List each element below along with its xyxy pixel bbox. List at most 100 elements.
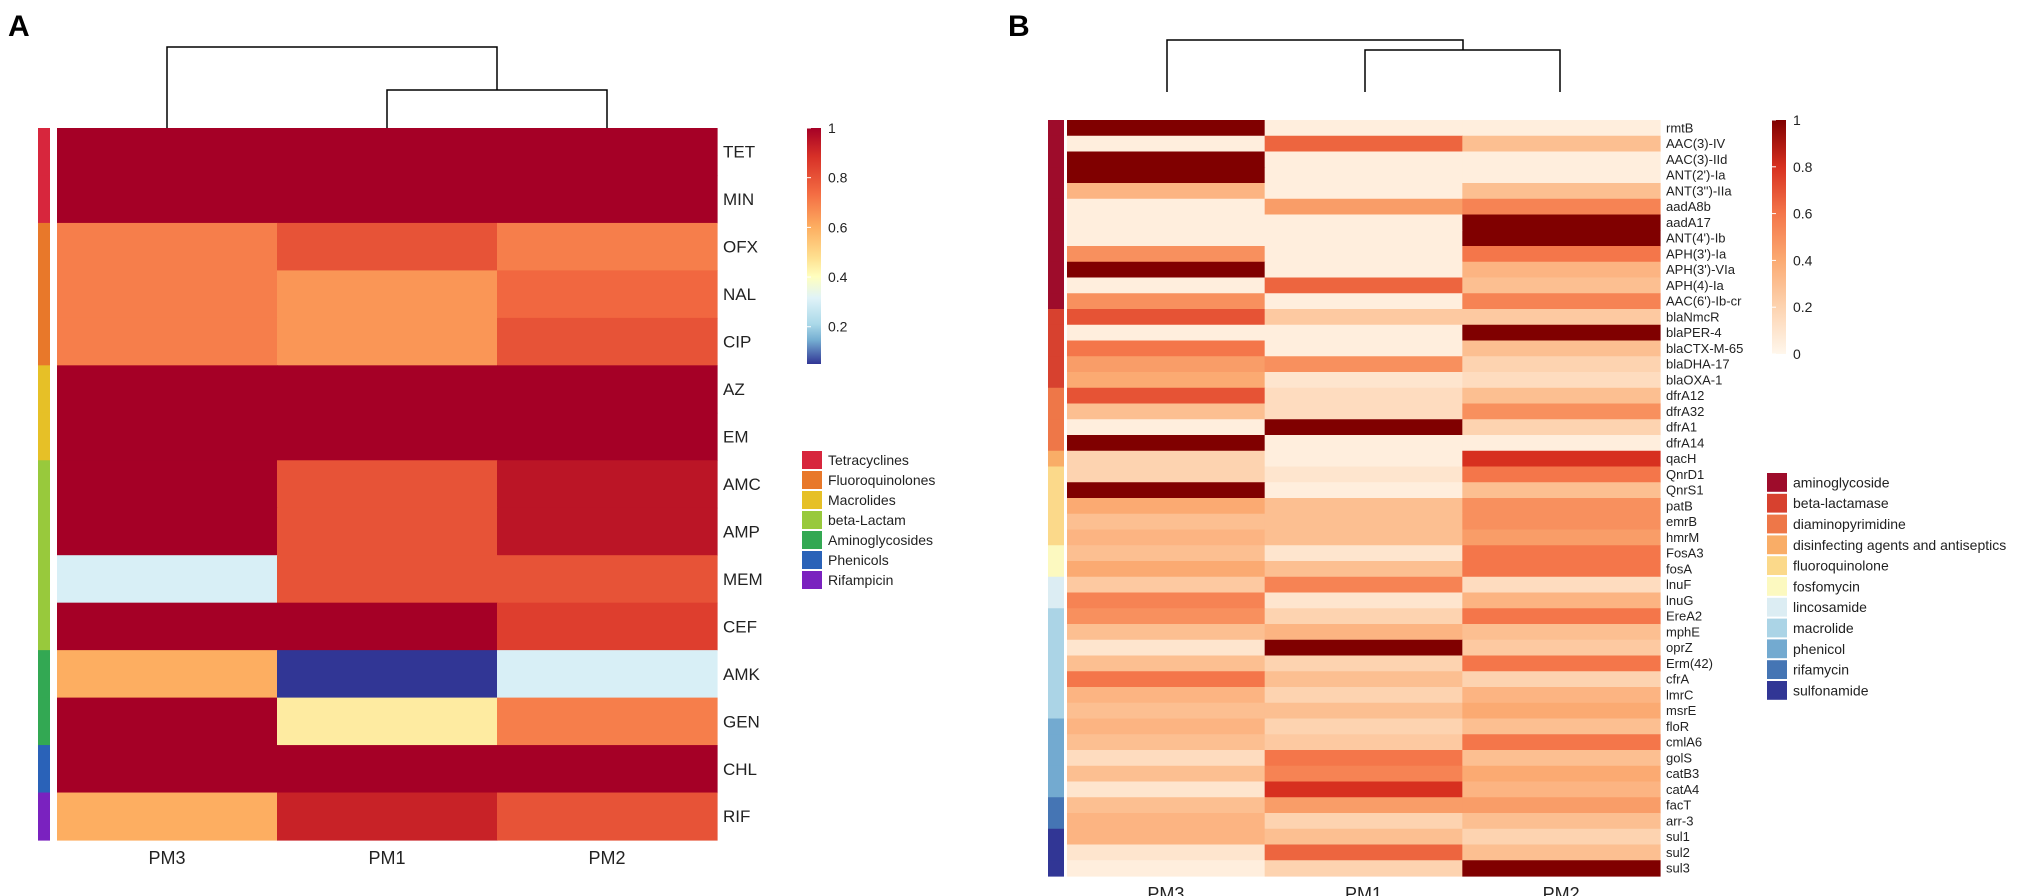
panel-b-cell [1462, 529, 1661, 546]
panel-a-group-bar-segment [38, 602, 50, 651]
panel-b-cell [1264, 576, 1463, 594]
panel-a-row-label: RIF [723, 807, 750, 826]
panel-b-cell [1067, 813, 1266, 830]
panel-b-group-bar-segment [1048, 844, 1064, 861]
panel-b-column-label: PM2 [1543, 884, 1580, 896]
panel-a-cell [57, 555, 278, 604]
panel-b-cell [1264, 151, 1463, 168]
panel-b-cell [1462, 167, 1661, 184]
panel-b-cell [1462, 592, 1661, 609]
panel-b-cell [1264, 340, 1463, 357]
panel-b-cell [1264, 608, 1463, 625]
panel-b-group-bar-segment [1048, 624, 1064, 641]
panel-b-cell [1462, 765, 1661, 783]
panel-b-group-bar-segment [1048, 498, 1064, 515]
panel-a-cell [497, 602, 718, 651]
panel-b-row-label: blaCTX-M-65 [1666, 341, 1743, 356]
panel-a-cell [497, 412, 718, 461]
panel-b-cell [1462, 655, 1661, 672]
panel-b-cell [1264, 356, 1463, 373]
panel-b-cell [1067, 387, 1266, 405]
panel-a-legend-swatch [802, 551, 822, 569]
panel-a-column-label: PM2 [588, 848, 625, 868]
panel-b-row-label: cfrA [1666, 672, 1689, 687]
panel-a-group-bar-segment [38, 128, 50, 177]
panel-b-cell [1067, 608, 1266, 625]
panel-b-row-label: AAC(6')-Ib-cr [1666, 294, 1742, 309]
panel-b-row-label: arr-3 [1666, 813, 1693, 828]
panel-b-cell [1264, 687, 1463, 704]
panel-b-cell [1264, 592, 1463, 609]
panel-a-cell [277, 745, 498, 794]
panel-b-legend-swatch [1767, 681, 1787, 700]
panel-b-row-label: dfrA12 [1666, 388, 1704, 403]
panel-b-cell [1462, 844, 1661, 861]
panel-a-cell [277, 650, 498, 699]
panel-b-group-bar-segment [1048, 387, 1064, 405]
panel-b-cell [1264, 781, 1463, 798]
panel-b-group-bar-segment [1048, 702, 1064, 720]
panel-b-legend-label: rifamycin [1793, 662, 1849, 678]
panel-a-cell [277, 317, 498, 366]
panel-a-cell [57, 128, 278, 177]
panel-b-cell [1067, 450, 1266, 468]
panel-a-group-bar-segment [38, 697, 50, 746]
panel-b-cell [1462, 687, 1661, 704]
panel-a-cell [497, 697, 718, 746]
panel-b-cell [1067, 624, 1266, 641]
panel-b-row-label: facT [1666, 798, 1691, 813]
panel-b-cell [1462, 450, 1661, 468]
panel-b-cell [1462, 309, 1661, 326]
panel-b-cell [1067, 356, 1266, 373]
panel-b-cell [1067, 340, 1266, 357]
panel-b-cell [1264, 372, 1463, 389]
panel-a-row-label: TET [723, 143, 755, 162]
panel-a-row-label: CHL [723, 760, 757, 779]
panel-b-row-label: aadA17 [1666, 215, 1711, 230]
panel-b-color-scale [1772, 120, 1786, 354]
panel-b-row-label: golS [1666, 750, 1692, 765]
panel-b-dendrogram [1166, 39, 1561, 92]
panel-a-legend-label: Rifampicin [828, 572, 893, 588]
panel-b-cell [1462, 120, 1661, 137]
panel-a-row-label: CEF [723, 617, 757, 636]
panel-b-cell [1264, 135, 1463, 153]
panel-b-cell [1462, 498, 1661, 515]
panel-b-cell [1462, 482, 1661, 499]
panel-a-cell [277, 222, 498, 271]
panel-a-cell [277, 507, 498, 556]
panel-b-group-bar-segment [1048, 545, 1064, 562]
panel-b-cell [1264, 309, 1463, 326]
panel-b-cell [1067, 781, 1266, 798]
panel-b-group-bar-segment [1048, 734, 1064, 751]
panel-b-row-label: ANT(3'')-IIa [1666, 183, 1732, 198]
panel-b-row-label: aadA8b [1666, 199, 1711, 214]
panel-b-cell [1264, 466, 1463, 483]
panel-b-group-bar-segment [1048, 513, 1064, 531]
panel-a-group-bar-segment [38, 270, 50, 319]
panel-b-cell [1462, 702, 1661, 720]
panel-b-row-label: dfrA14 [1666, 435, 1704, 450]
panel-b-cell [1264, 450, 1463, 468]
panel-a-cell [497, 507, 718, 556]
panel-b-legend-swatch [1767, 473, 1787, 492]
panel-b-cell [1067, 561, 1266, 578]
panel-b-cell [1264, 419, 1463, 436]
panel-b-cell [1462, 372, 1661, 389]
panel-a-legend-swatch [802, 571, 822, 589]
panel-a-row-label: MEM [723, 570, 763, 589]
panel-b-group-bar-segment [1048, 466, 1064, 483]
panel-a-row-label: AMK [723, 665, 761, 684]
panel-a-cell [497, 270, 718, 319]
panel-b-cell [1264, 639, 1463, 657]
panel-a-legend-label: Phenicols [828, 552, 889, 568]
panel-b-cell [1067, 498, 1266, 515]
panel-b-cell [1067, 120, 1266, 137]
panel-b-cell [1067, 214, 1266, 231]
panel-b-row-label: APH(3')-Ia [1666, 246, 1727, 261]
panel-b-cell [1462, 183, 1661, 200]
panel-b-row-label: hmrM [1666, 530, 1699, 545]
panel-b-cell [1264, 246, 1463, 263]
panel-b-cell [1264, 214, 1463, 231]
panel-a-scale-tick-label: 0.6 [828, 219, 848, 235]
